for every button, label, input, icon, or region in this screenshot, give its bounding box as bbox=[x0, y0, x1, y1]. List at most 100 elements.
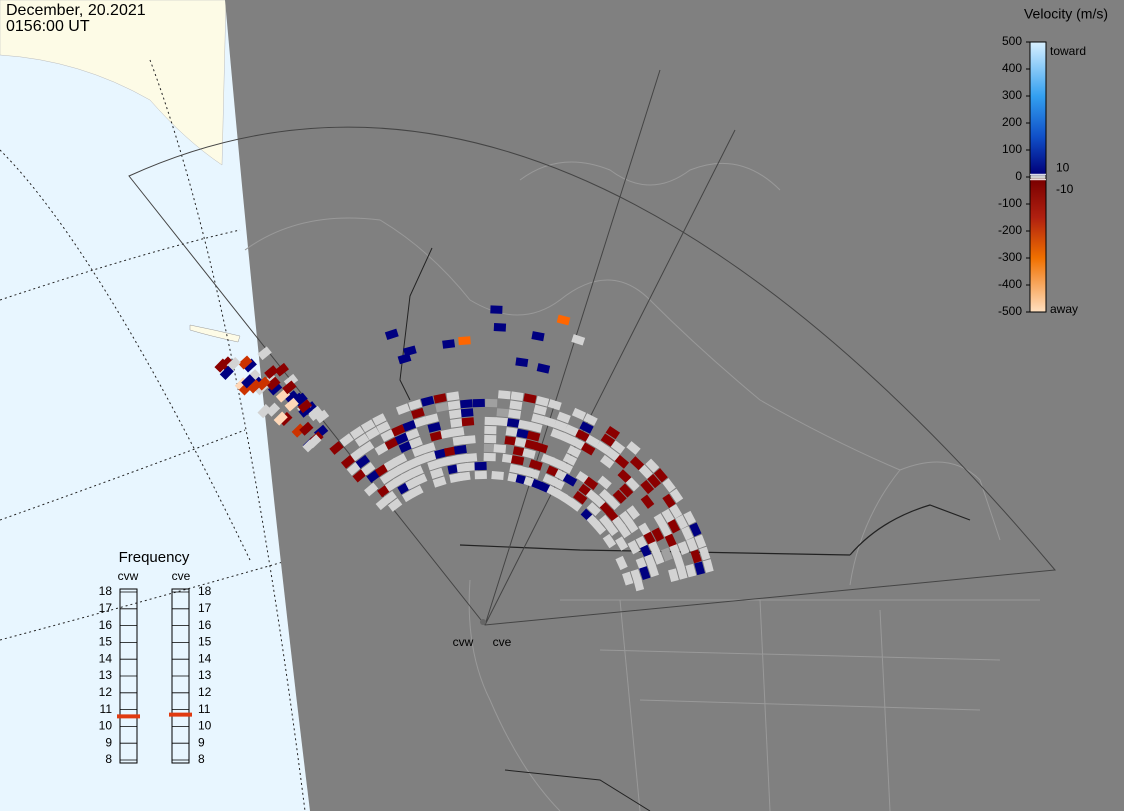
radar-cell bbox=[372, 413, 387, 426]
radar-cell bbox=[409, 485, 424, 498]
radar-cell bbox=[297, 399, 313, 414]
frequency-tick-label: 9 bbox=[198, 735, 205, 749]
radar-cell bbox=[394, 432, 410, 445]
radar-cell bbox=[408, 436, 423, 449]
radar-cell bbox=[451, 427, 465, 437]
radar-cell bbox=[457, 471, 471, 482]
frequency-tick-label: 10 bbox=[99, 719, 113, 733]
radar-cell bbox=[659, 523, 673, 538]
colorbar-end-label: toward bbox=[1050, 44, 1086, 58]
radar-cell bbox=[535, 395, 550, 407]
radar-cell bbox=[626, 505, 641, 520]
radar-cell bbox=[571, 334, 586, 346]
colorbar-tick-label: -100 bbox=[998, 196, 1022, 210]
radar-cell bbox=[374, 442, 389, 456]
radar-cell bbox=[364, 482, 379, 497]
radar-cell bbox=[629, 456, 645, 471]
radar-cell bbox=[553, 420, 568, 432]
radar-cell bbox=[425, 413, 439, 425]
radar-cell bbox=[702, 559, 714, 573]
radar-cell bbox=[689, 522, 702, 537]
radar-cell bbox=[645, 458, 660, 473]
radar-cell bbox=[675, 514, 689, 530]
radar-cell bbox=[661, 508, 675, 524]
radar-cell bbox=[575, 429, 590, 442]
radar-cell bbox=[633, 577, 645, 592]
frequency-tick-label: 11 bbox=[100, 702, 113, 716]
radar-cell bbox=[447, 400, 461, 410]
radar-cell bbox=[474, 470, 487, 480]
radar-cell bbox=[350, 447, 365, 462]
radar-cell bbox=[453, 444, 467, 455]
radar-cell bbox=[560, 432, 576, 445]
radar-cell bbox=[522, 448, 536, 459]
radar-cell bbox=[506, 418, 520, 428]
radar-cell bbox=[433, 393, 447, 404]
radar-cell bbox=[238, 355, 253, 370]
radar-cell bbox=[464, 453, 478, 463]
radar-cell bbox=[668, 568, 679, 583]
radar-cell bbox=[267, 381, 283, 396]
radar-cell bbox=[365, 427, 380, 440]
radar-cell bbox=[534, 442, 549, 454]
radar-cell bbox=[558, 461, 574, 474]
radar-cell bbox=[472, 398, 485, 408]
radar-cell bbox=[592, 520, 607, 535]
radar-cell bbox=[673, 555, 685, 569]
radar-cell bbox=[266, 376, 281, 391]
radar-cell bbox=[615, 536, 629, 551]
radar-cell bbox=[676, 566, 688, 580]
radar-cell bbox=[450, 418, 464, 428]
radar-cell bbox=[339, 433, 354, 447]
date: December, 20.2021 bbox=[6, 2, 146, 19]
radar-cell bbox=[509, 400, 523, 410]
radar-cell bbox=[600, 433, 616, 447]
radar-cell bbox=[382, 490, 398, 505]
radar-cell bbox=[626, 441, 641, 455]
radar-cell bbox=[354, 433, 370, 447]
radar-cell bbox=[346, 461, 362, 476]
radar-cell bbox=[562, 473, 578, 487]
radar-cell bbox=[460, 399, 473, 409]
border-mx bbox=[504, 769, 651, 811]
radar-cell bbox=[241, 374, 256, 389]
radar-cell bbox=[699, 546, 711, 561]
frequency-tick-label: 11 bbox=[198, 702, 211, 716]
radar-cell bbox=[485, 398, 498, 408]
radar-cell bbox=[564, 424, 579, 437]
radar-cell bbox=[380, 429, 395, 442]
colorbar-tick-label: 300 bbox=[1002, 88, 1022, 102]
radar-cell bbox=[410, 407, 425, 420]
colorbar bbox=[1029, 41, 1047, 313]
radar-cell bbox=[694, 561, 705, 576]
radar-cell bbox=[531, 413, 545, 425]
radar-fov bbox=[128, 69, 1056, 626]
night-region bbox=[225, 0, 1124, 811]
radar-cell bbox=[597, 475, 612, 490]
frequency-tick-label: 14 bbox=[99, 651, 113, 665]
radar-cell bbox=[421, 442, 436, 454]
radar-cell bbox=[376, 421, 391, 434]
radar-cell bbox=[413, 416, 428, 428]
radar-cell bbox=[638, 464, 653, 480]
colorbar-tick-label: 100 bbox=[1002, 142, 1022, 156]
radar-cell bbox=[526, 430, 541, 442]
radar-cell bbox=[683, 510, 697, 526]
radar-cell bbox=[566, 445, 582, 458]
radar-cell bbox=[359, 440, 375, 455]
frequency-tick-label: 13 bbox=[198, 668, 212, 682]
radar-cell bbox=[583, 413, 598, 426]
radar-cell bbox=[427, 422, 442, 433]
radar-cell bbox=[639, 566, 651, 581]
radar-cell bbox=[504, 436, 518, 446]
radar-cell bbox=[615, 555, 628, 571]
radar-cell bbox=[514, 437, 528, 448]
radar-cell bbox=[384, 328, 399, 340]
frequency-tick-label: 8 bbox=[198, 752, 205, 766]
radar-label: cve bbox=[493, 635, 512, 649]
radar-cell bbox=[579, 421, 594, 434]
radar-cell bbox=[605, 447, 620, 462]
radar-cell bbox=[273, 411, 288, 426]
radar-cell bbox=[299, 421, 314, 436]
radar-cell bbox=[610, 440, 626, 454]
